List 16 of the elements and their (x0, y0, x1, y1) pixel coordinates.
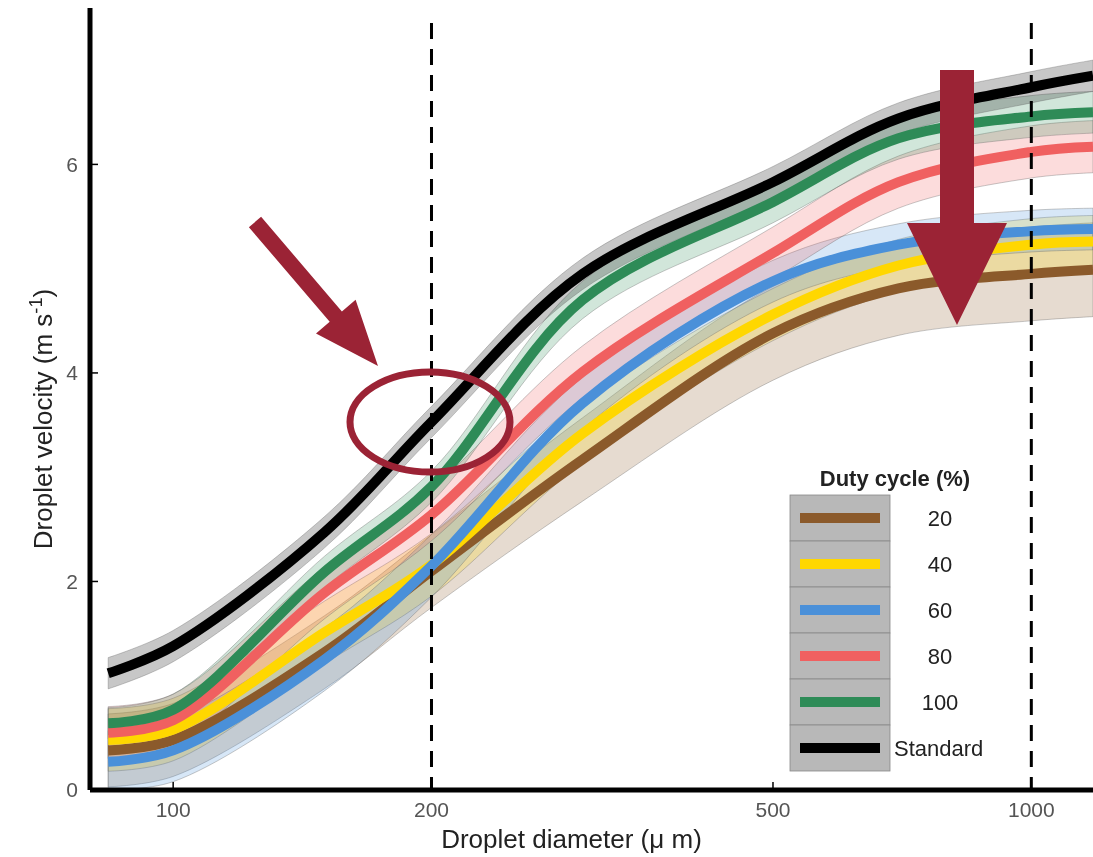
y-tick-label: 0 (66, 778, 78, 802)
x-tick-label: 1000 (1007, 798, 1055, 821)
legend-title: Duty cycle (%) (819, 466, 971, 491)
legend-label: 80 (927, 643, 953, 669)
x-tick-label: 100 (155, 798, 191, 821)
x-tick-label: 200 (413, 798, 450, 821)
legend-label: 100 (921, 689, 959, 715)
x-axis-title: Droplet diameter (μ m) (441, 824, 702, 854)
y-tick-label: 6 (66, 152, 78, 176)
legend-label: 20 (927, 505, 953, 531)
y-tick-label: 2 (66, 569, 78, 593)
legend-label: 60 (927, 597, 953, 623)
legend-label: 40 (927, 551, 953, 577)
y-tick-label: 4 (66, 361, 79, 385)
x-tick-label: 500 (755, 798, 791, 821)
legend-label: Standard (894, 735, 984, 761)
